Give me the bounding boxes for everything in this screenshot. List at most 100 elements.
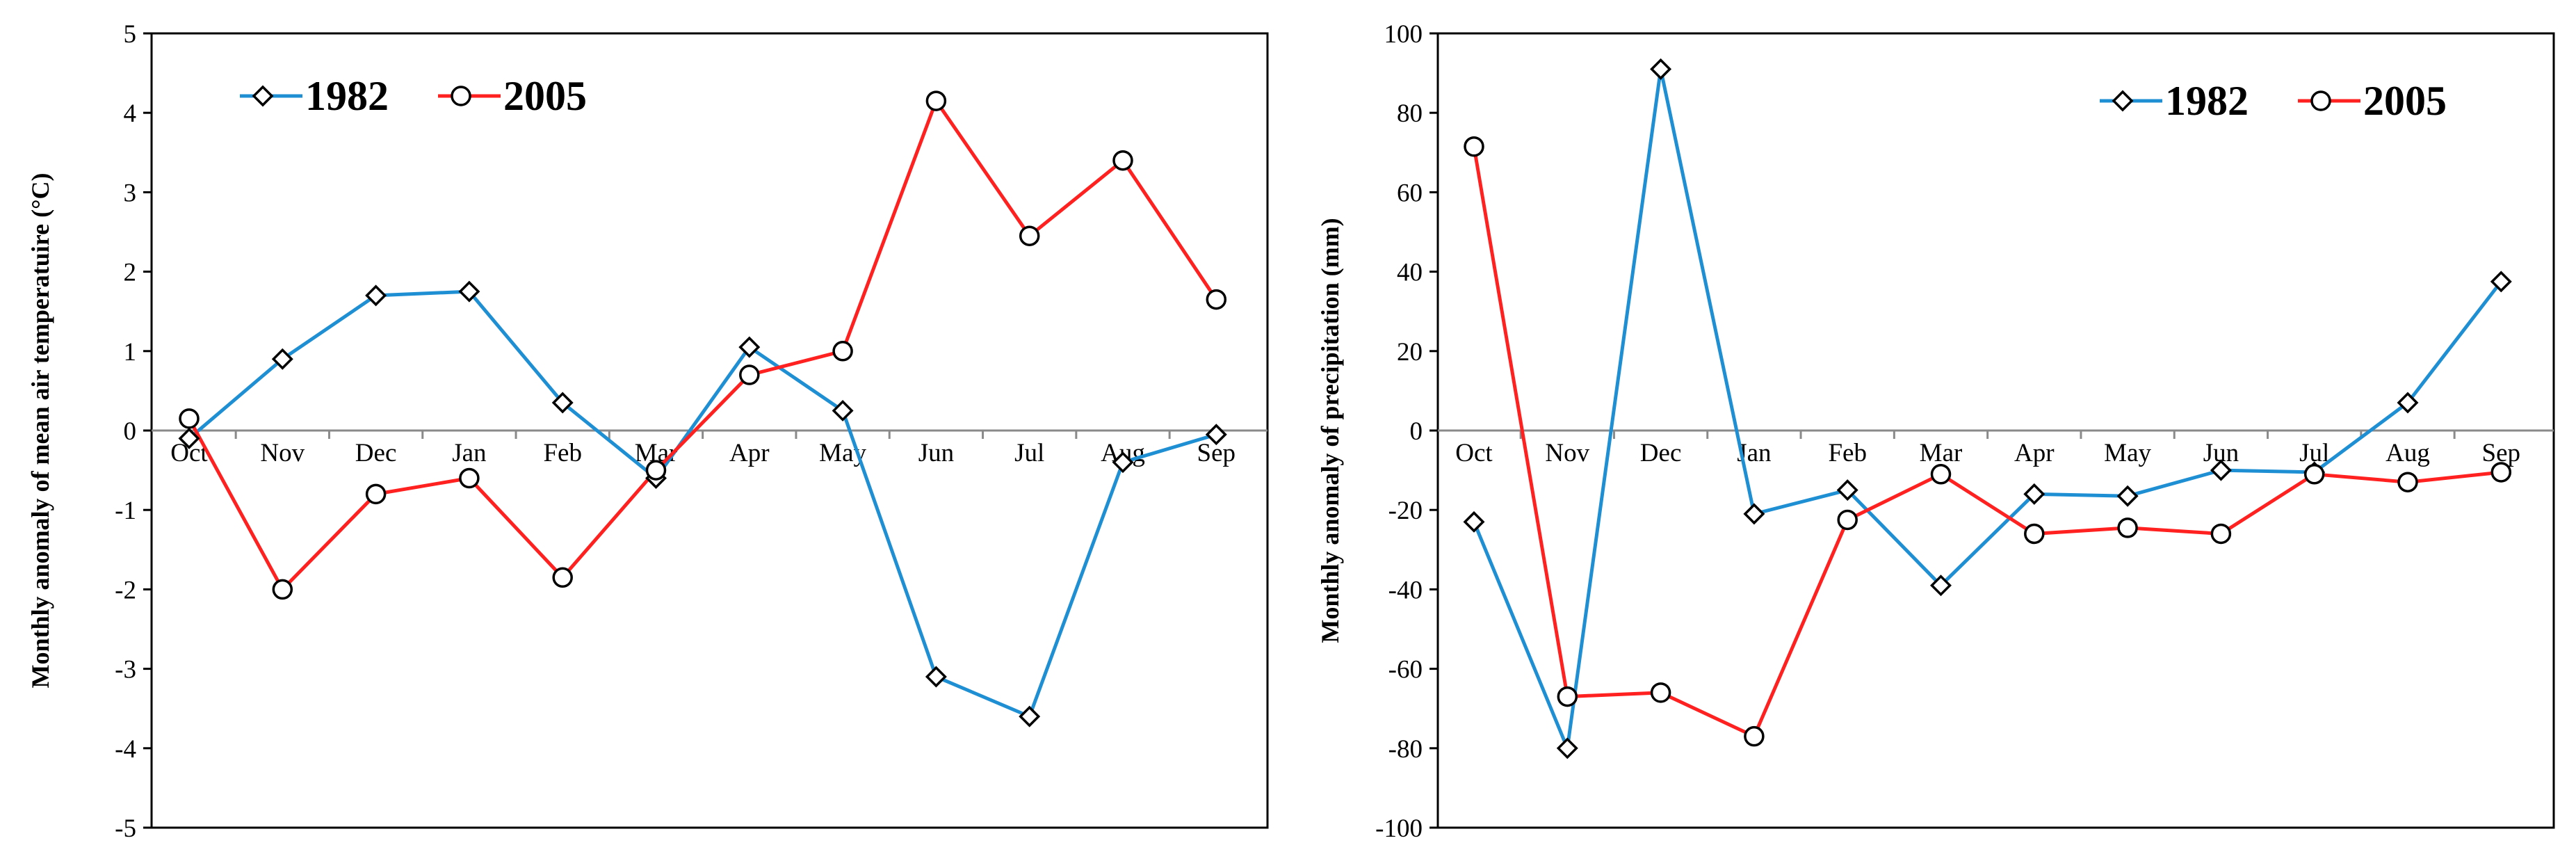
data-point-2005-feb [1837,509,1858,531]
data-point-1982-feb [551,392,574,414]
y-tick-label: 2 [124,259,137,287]
data-point-2005-jun [2210,523,2232,545]
data-point-2005-oct [1464,136,1484,157]
data-point-2005-dec [1650,682,1671,703]
data-point-1982-nov [271,348,293,370]
data-point-1982-apr [738,336,761,358]
legend-marker-1982 [2112,90,2134,112]
x-tick-label-mar: Mar [1920,439,1963,467]
y-tick-label: 80 [1397,99,1423,128]
data-point-1982-oct [178,427,200,449]
legend-label-1982: 1982 [305,73,389,119]
x-tick-label-apr: Apr [729,439,770,467]
data-point-2005-sep [2490,462,2512,483]
x-tick-label-nov: Nov [1545,439,1589,467]
data-point-2005-may [2117,517,2138,538]
data-point-1982-sep [2490,271,2512,293]
data-point-1982-aug [1112,451,1134,474]
data-point-1982-jul [1019,705,1041,728]
data-point-1982-dec [365,284,387,307]
data-point-2005-apr [739,364,760,385]
data-point-1982-jan [458,280,480,303]
x-tick-label-oct: Oct [1455,439,1493,467]
data-point-2005-aug [1112,150,1133,171]
legend-label-2005: 2005 [503,73,587,119]
legend-label-1982: 1982 [2165,78,2249,124]
data-point-2005-dec [365,483,387,505]
data-point-2005-jul [2303,464,2325,485]
y-tick-label: -2 [115,576,136,604]
y-tick-label: 60 [1397,179,1423,207]
y-tick-label: 4 [124,99,137,128]
data-point-2005-jul [1019,225,1040,246]
x-tick-label-aug: Aug [2385,439,2430,467]
y-tick-label: -5 [115,814,136,843]
x-tick-label-jul: Jul [1014,439,1044,467]
series-line-2005 [1472,146,2502,739]
data-point-2005-feb [552,567,573,588]
x-tick-label-may: May [2104,439,2151,467]
data-point-2005-mar [645,460,667,481]
y-tick-label: 40 [1397,259,1423,287]
x-tick-label-feb: Feb [543,439,582,467]
data-point-1982-nov [1556,737,1578,760]
y-tick-label: 0 [1410,417,1423,446]
y-tick-label: -4 [115,735,136,764]
data-point-1982-may [2116,485,2139,507]
x-tick-label-dec: Dec [1640,439,1682,467]
y-tick-label: -20 [1388,497,1423,525]
data-point-1982-oct [1463,511,1485,533]
data-point-1982-may [832,399,854,421]
legend-label-2005: 2005 [2363,78,2447,124]
y-tick-label: 3 [124,179,137,207]
data-point-2005-nov [1557,686,1578,707]
legend-marker-2005 [451,86,471,106]
legend-marker-1982 [252,85,274,107]
x-tick-label-jan: Jan [452,439,486,467]
data-point-1982-aug [2397,392,2419,414]
series-line-1982 [1472,67,2503,750]
data-point-1982-jan [1743,503,1765,525]
y-tick-label: -40 [1388,576,1423,604]
data-point-2005-may [832,341,853,362]
data-point-2005-jan [459,467,480,489]
legend: 1982 2005 [240,73,587,119]
x-tick-label-dec: Dec [355,439,397,467]
x-tick-label-feb: Feb [1828,439,1867,467]
legend-marker-2005 [2310,90,2331,111]
y-axis-title: Monthly anomaly of mean air temperatuire… [26,173,54,689]
data-point-2005-jun [925,90,947,111]
y-tick-label: 5 [124,20,137,49]
legend: 1982 2005 [2100,78,2447,124]
data-point-2005-aug [2397,472,2418,492]
series-line-1982 [188,289,1217,718]
y-tick-label: -60 [1388,656,1423,684]
y-tick-label: -100 [1375,814,1423,843]
data-point-2005-apr [2024,523,2045,545]
data-point-1982-dec [1650,58,1672,80]
data-point-2005-nov [272,579,293,600]
y-axis-title: Monthly anomaly of precipitation (mm) [1316,218,1344,643]
x-tick-label-apr: Apr [2014,439,2055,467]
data-point-2005-jan [1744,725,1765,747]
data-point-1982-jun [925,666,947,688]
x-tick-label-nov: Nov [260,439,305,467]
data-point-1982-mar [1930,574,1952,597]
data-point-1982-jun [2210,459,2232,481]
y-tick-label: 0 [124,417,137,446]
data-point-1982-feb [1836,479,1858,501]
y-tick-label: 20 [1397,338,1423,367]
y-tick-label: 1 [124,338,137,367]
data-point-2005-sep [1206,289,1227,310]
y-tick-label: -80 [1388,735,1423,764]
y-tick-label: -1 [115,497,136,525]
data-point-2005-mar [1930,464,1952,485]
y-tick-label: -3 [115,656,136,684]
y-tick-label: 100 [1384,20,1423,49]
x-tick-label-jun: Jun [918,439,954,467]
data-point-1982-apr [2023,483,2046,505]
data-point-2005-oct [179,408,200,429]
